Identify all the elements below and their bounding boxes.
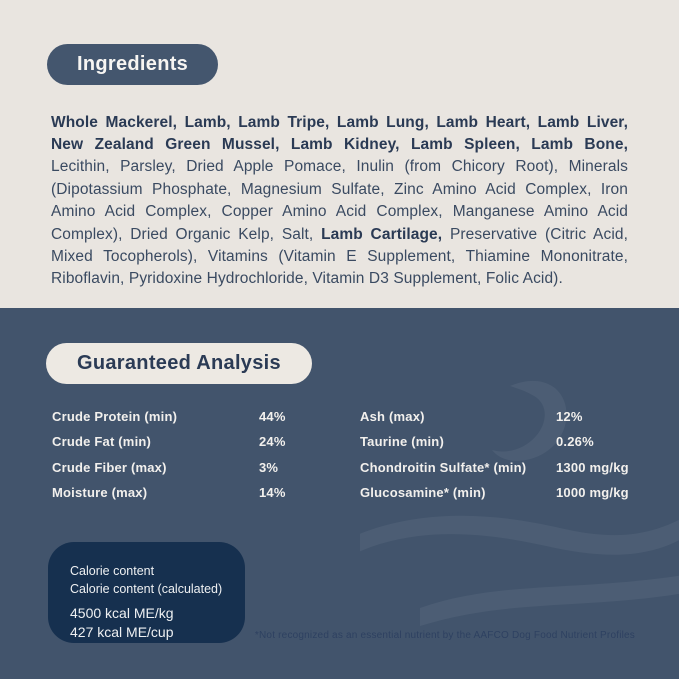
ingredients-paragraph: Whole Mackerel, Lamb, Lamb Tripe, Lamb L… [51,112,628,291]
ingredients-header-pill: Ingredients [47,44,219,85]
ingredients-header-label: Ingredients [77,53,189,75]
nutrient-value: 0.26% [556,434,594,450]
nutrient-value: 14% [259,485,286,501]
nutrient-value: 1300 mg/kg [556,459,629,475]
wave-decoration-icon [360,380,679,626]
table-row: Glucosamine* (min) 1000 mg/kg [360,480,665,505]
analysis-table-left-column: Crude Protein (min) 44% Crude Fat (min) … [52,404,342,505]
table-row: Crude Fat (min) 24% [52,429,342,454]
nutrient-label: Moisture (max) [52,485,148,501]
nutrient-value: 24% [259,434,286,450]
table-row: Crude Fiber (max) 3% [52,455,342,480]
ingredients-bold-primary: Whole Mackerel, Lamb, Lamb Tripe, Lamb L… [51,113,628,153]
nutrient-label: Crude Protein (min) [52,409,178,425]
table-row: Moisture (max) 14% [52,480,342,505]
nutrient-label: Crude Fat (min) [52,434,152,450]
nutrient-label: Ash (max) [360,409,425,425]
table-row: Taurine (min) 0.26% [360,429,665,454]
aafco-footnote: *Not recognized as an essential nutrient… [254,630,635,641]
nutrient-label: Taurine (min) [360,434,444,450]
ingredients-regular-2: Preservative (Citric Acid, Mixed Tocophe… [51,225,629,288]
nutrient-label: Chondroitin Sulfate* (min) [360,459,527,475]
guaranteed-analysis-section: Guaranteed Analysis Crude Protein (min) … [0,308,679,679]
calorie-content-line1: Calorie content [70,564,155,578]
calorie-content-line2: Calorie content (calculated) [70,581,223,596]
analysis-table-right-column: Ash (max) 12% Taurine (min) 0.26% Chondr… [360,404,665,505]
nutrient-value: 1000 mg/kg [556,485,629,501]
ingredients-section: Ingredients Whole Mackerel, Lamb, Lamb T… [0,0,679,308]
calorie-kcal-cup: 427 kcal ME/cup [70,623,174,640]
calorie-kcal-kg: 4500 kcal ME/kg [70,605,174,621]
nutrient-label: Glucosamine* (min) [360,485,486,501]
ingredients-bold-cartilage: Lamb Cartilage, [321,225,443,243]
guaranteed-analysis-header-label: Guaranteed Analysis [77,352,281,374]
nutrient-value: 44% [259,409,286,425]
nutrient-label: Crude Fiber (max) [52,459,167,475]
nutrient-value: 3% [259,459,279,475]
table-row: Ash (max) 12% [360,404,665,429]
nutrient-value: 12% [556,409,583,425]
table-row: Crude Protein (min) 44% [52,404,342,429]
table-row: Chondroitin Sulfate* (min) 1300 mg/kg [360,455,665,480]
guaranteed-analysis-header-pill: Guaranteed Analysis [46,343,312,384]
calorie-content-box: Calorie content Calorie content (calcula… [48,542,245,643]
ingredients-regular-1: Lecithin, Parsley, Dried Apple Pomace, I… [51,158,628,243]
